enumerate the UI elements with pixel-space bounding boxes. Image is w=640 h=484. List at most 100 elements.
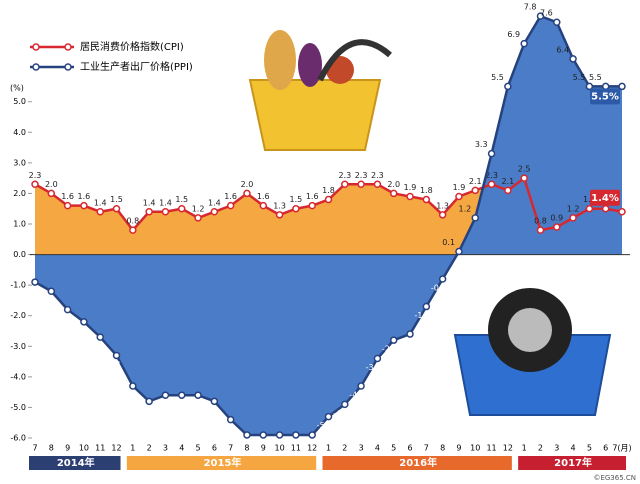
data-label: 1.4	[159, 198, 172, 207]
y-tick-label: -3.0	[10, 342, 26, 351]
data-label: 1.9	[404, 183, 417, 192]
point	[601, 204, 610, 213]
data-label: -4.3	[349, 391, 365, 400]
data-label: -2.7	[88, 342, 104, 351]
point	[422, 302, 431, 311]
x-tick-label: 11	[95, 444, 105, 453]
year-label: 2016年	[399, 456, 437, 469]
point	[145, 397, 153, 406]
data-label: 2.3	[355, 171, 368, 180]
data-label: 2.3	[371, 171, 384, 180]
data-label: 1.6	[224, 192, 237, 201]
data-label: 2.1	[469, 177, 482, 186]
point	[47, 287, 56, 296]
data-label: 1.4	[94, 198, 107, 207]
point	[161, 391, 170, 399]
x-tick-label: 5	[587, 444, 592, 453]
point	[31, 180, 39, 189]
x-tick-label: 8	[440, 444, 445, 453]
point	[161, 208, 170, 216]
data-label: -4.9	[333, 409, 349, 418]
data-label: 1.2	[459, 204, 472, 213]
data-label: 1.9	[453, 183, 466, 192]
x-tick-label: 10	[79, 444, 89, 453]
data-label: -4.8	[137, 406, 153, 415]
data-label: -0.8	[431, 284, 447, 293]
legend-label: 工业生产者出厂价格(PPI)	[80, 60, 193, 73]
data-label: 5.5%	[591, 91, 619, 102]
data-label: 1.5	[110, 195, 123, 204]
x-tick-label: 9	[261, 444, 266, 453]
data-label: 1.5	[175, 195, 188, 204]
point	[341, 400, 349, 409]
x-tick-label: 12	[503, 444, 513, 453]
point	[341, 180, 349, 189]
data-label: 5.5	[573, 73, 586, 82]
point	[112, 351, 121, 360]
data-label: -4.6	[170, 400, 186, 409]
data-label: 6.4	[556, 45, 569, 54]
y-tick-label: 0.0	[13, 250, 26, 259]
point	[80, 201, 88, 210]
x-tick-label: 11	[486, 444, 496, 453]
x-tick-label: 7	[424, 444, 429, 453]
point	[553, 18, 561, 26]
point	[63, 305, 72, 314]
basket-bottom	[453, 288, 612, 416]
point	[520, 174, 528, 182]
basket-top	[248, 30, 392, 151]
year-band	[29, 456, 121, 470]
x-tick-label: 2	[538, 444, 543, 453]
point	[406, 330, 414, 338]
highlight-box	[590, 189, 620, 206]
point	[569, 55, 577, 63]
y-tick-label: -6.0	[10, 434, 26, 443]
data-label: 5.5	[491, 73, 504, 82]
data-label: -5.9	[251, 439, 267, 448]
data-label: 1.8	[322, 186, 335, 195]
point	[259, 201, 268, 210]
legend-marker	[64, 43, 72, 51]
year-band	[126, 456, 317, 470]
data-label: 1.5	[290, 195, 303, 204]
data-label: -4.6	[154, 400, 170, 409]
point	[145, 208, 153, 216]
year-label: 2015年	[204, 456, 242, 469]
x-tick-label: 5	[391, 444, 396, 453]
point	[373, 180, 382, 189]
point	[63, 201, 72, 210]
year-band	[322, 456, 512, 470]
data-label: 7.8	[524, 3, 537, 12]
data-label: -2.8	[382, 345, 398, 354]
x-tick-label: 9	[65, 444, 70, 453]
data-label: 3.3	[475, 140, 488, 149]
data-label: 1.3	[273, 201, 286, 210]
data-label: 0.9	[550, 214, 563, 223]
year-label: 2014年	[57, 456, 95, 469]
point	[129, 382, 137, 390]
y-tick-label: -5.0	[10, 403, 26, 412]
data-label: -5.9	[284, 439, 300, 448]
x-tick-label: 12	[111, 444, 121, 453]
point	[357, 180, 365, 189]
data-label: -5.3	[317, 421, 333, 430]
y-tick-label: -4.0	[10, 372, 26, 381]
legend-marker	[64, 63, 72, 71]
data-label: 1.6	[61, 192, 74, 201]
data-label: -1.2	[40, 296, 56, 305]
point	[487, 180, 496, 189]
y-tick-label: 5.0	[13, 97, 26, 106]
point	[210, 208, 219, 216]
point	[569, 214, 577, 222]
x-tick-label: 4	[571, 444, 576, 453]
year-label: 2017年	[554, 456, 592, 469]
data-label: 1.6	[306, 192, 319, 201]
point	[243, 189, 251, 198]
data-label: -5.9	[300, 439, 316, 448]
x-tick-label: 7	[228, 444, 233, 453]
x-tick-label: 4	[179, 444, 184, 453]
point	[438, 211, 447, 219]
x-tick-label: 1	[326, 444, 331, 453]
x-tick-label: 6	[212, 444, 217, 453]
point	[389, 189, 398, 198]
